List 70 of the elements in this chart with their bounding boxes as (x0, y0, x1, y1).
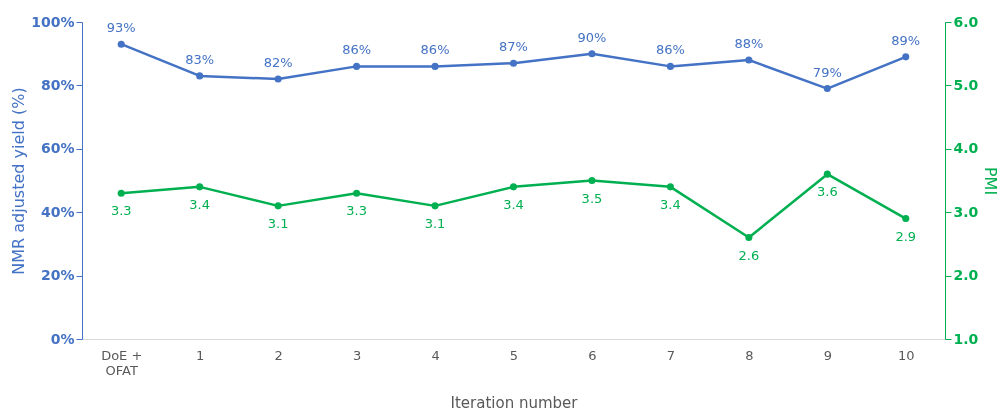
point (509, 59, 518, 67)
x-tick-label: 9 (823, 347, 832, 363)
point (431, 62, 439, 70)
data-label: 3.6 (816, 184, 838, 200)
y2-tick-label: 6.0 (953, 13, 979, 30)
data-label: 86% (655, 42, 685, 58)
x-tick-label: 5 (509, 347, 519, 363)
data-label: 93% (106, 20, 136, 36)
data-label: 2.9 (895, 228, 917, 244)
data-label: 89% (891, 32, 921, 48)
point (117, 40, 125, 48)
y2-tick-label: 2.0 (953, 267, 979, 284)
data-label: 86% (420, 42, 450, 58)
y2-tick-label: 3.0 (953, 203, 979, 220)
point (666, 62, 674, 70)
y-tick-label: 0% (50, 330, 75, 347)
data-label: 3.4 (503, 196, 524, 212)
x-tick-label: 10 (898, 347, 915, 363)
y-tick-label: 60% (40, 140, 75, 157)
data-label: 90% (577, 29, 607, 45)
data-label: 87% (499, 39, 528, 55)
data-label: 82% (263, 55, 293, 71)
y2-tick-label: 1.0 (953, 330, 979, 347)
y-axis-title: NMR adjusted yield (%) (9, 87, 29, 275)
point (274, 75, 282, 83)
point (509, 183, 518, 191)
data-label: 3.4 (189, 196, 211, 212)
data-label: 3.3 (110, 203, 132, 219)
point (666, 183, 674, 191)
data-label: 88% (734, 36, 764, 52)
point (902, 53, 910, 61)
point (902, 215, 910, 223)
x-tick-label: 2 (274, 347, 283, 363)
x-tick-label: 4 (431, 347, 440, 363)
x-tick-label: 1 (196, 347, 205, 363)
x-tick-label: DoE + OFAT (101, 347, 143, 378)
point (588, 50, 596, 58)
data-label: 83% (185, 51, 215, 67)
data-label: 79% (812, 64, 842, 80)
point (588, 176, 596, 185)
point (196, 183, 204, 191)
data-label: 86% (342, 42, 372, 58)
y-tick-label: 20% (40, 267, 75, 284)
data-label: 3.1 (267, 215, 289, 231)
point (353, 62, 361, 70)
data-label: 3.5 (581, 190, 603, 206)
point (431, 202, 439, 210)
x-tick-label: 3 (352, 347, 362, 363)
point (196, 72, 204, 80)
point (823, 85, 831, 93)
point (823, 170, 831, 178)
y2-tick-label: 4.0 (953, 140, 979, 157)
y2-axis-title: PMI (981, 166, 1001, 196)
data-label: 2.6 (738, 247, 760, 263)
point (353, 189, 361, 197)
point (274, 202, 282, 210)
x-tick-label: 7 (666, 347, 676, 363)
point (745, 56, 753, 64)
x-tick-label: 6 (588, 347, 597, 363)
point (117, 189, 125, 197)
y2-tick-label: 5.0 (953, 76, 979, 93)
data-label: 3.3 (346, 203, 367, 219)
point (745, 234, 753, 242)
data-label: 3.1 (424, 215, 446, 231)
x-axis-title: Iteration number (450, 393, 579, 412)
y-tick-label: 100% (31, 13, 75, 30)
y-tick-label: 80% (40, 76, 75, 93)
x-tick-label: 8 (745, 347, 754, 363)
y-tick-label: 40% (40, 203, 75, 220)
data-label: 3.4 (660, 196, 681, 212)
